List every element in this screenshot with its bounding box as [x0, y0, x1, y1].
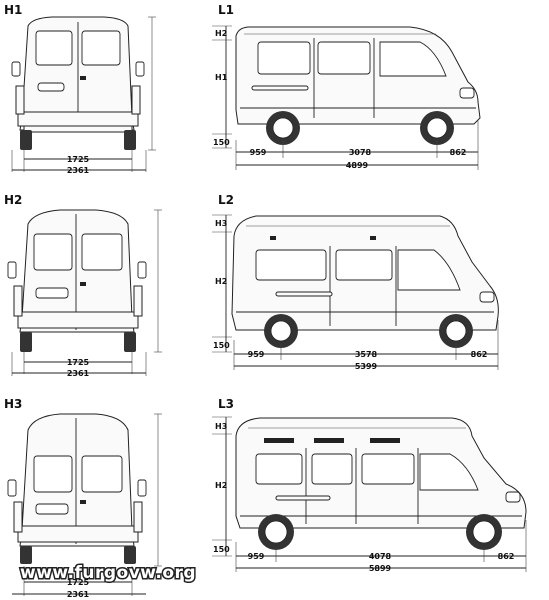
rear-overhang-label: 862	[471, 350, 488, 359]
ground-clearance-label: 150	[213, 341, 230, 350]
rear-view-dimensions: 1725 2361	[11, 209, 162, 378]
wheelbase-label: 3078	[349, 148, 372, 157]
total-length-label: 5899	[369, 564, 392, 573]
total-length-label: 5399	[355, 362, 378, 371]
side-view-label: L2	[218, 193, 234, 207]
rear-view-label: H1	[4, 3, 22, 17]
rear-view-van	[7, 413, 147, 564]
side-view-dimensions: H3 H2 150 959 3578 862 5399	[212, 214, 499, 371]
ground-clearance-label: 150	[213, 545, 230, 554]
inner-width-label: 1725	[67, 358, 90, 367]
rear-view-label: H2	[4, 193, 22, 207]
roof-height-label: H3	[215, 219, 227, 228]
row-2: H2 L2	[4, 193, 499, 378]
rear-view-label: H3	[4, 397, 22, 411]
row-3: H3 L3	[4, 397, 527, 599]
rear-overhang-label: 862	[450, 148, 467, 157]
side-view-van	[235, 417, 527, 550]
rear-view-dimensions: 1725 2361	[11, 16, 156, 175]
rear-overhang-label: 862	[498, 552, 515, 561]
rear-view-van	[7, 209, 147, 352]
side-view-van	[235, 26, 481, 145]
side-view-dimensions: H2 H1 150 959 3078 862 4899	[212, 25, 479, 170]
wheelbase-label: 4078	[369, 552, 392, 561]
front-overhang-label: 959	[250, 148, 267, 157]
outer-width-label: 2361	[67, 590, 90, 599]
outer-width-label: 2361	[67, 369, 90, 378]
roof-height-label: H2	[215, 29, 227, 38]
inner-width-label: 1725	[67, 578, 90, 587]
side-view-dimensions: H3 H2 150 959 4078 862 5899	[212, 416, 527, 573]
watermark-text: www.furgovw.org	[20, 563, 196, 583]
row-1: H1 L1	[4, 3, 481, 175]
roof-height-label: H3	[215, 422, 227, 431]
wheelbase-label: 3578	[355, 350, 378, 359]
front-overhang-label: 959	[248, 350, 265, 359]
front-overhang-label: 959	[248, 552, 265, 561]
side-view-van	[231, 215, 499, 348]
rear-view-dimensions: 1725 2361	[12, 413, 162, 599]
ground-clearance-label: 150	[213, 138, 230, 147]
rear-view-van	[11, 16, 145, 150]
side-view-label: L1	[218, 3, 234, 17]
body-height-label: H2	[215, 277, 227, 286]
inner-width-label: 1725	[67, 155, 90, 164]
total-length-label: 4899	[346, 161, 369, 170]
body-height-label: H2	[215, 481, 227, 490]
outer-width-label: 2361	[67, 166, 90, 175]
side-view-label: L3	[218, 397, 234, 411]
body-height-label: H1	[215, 73, 228, 82]
